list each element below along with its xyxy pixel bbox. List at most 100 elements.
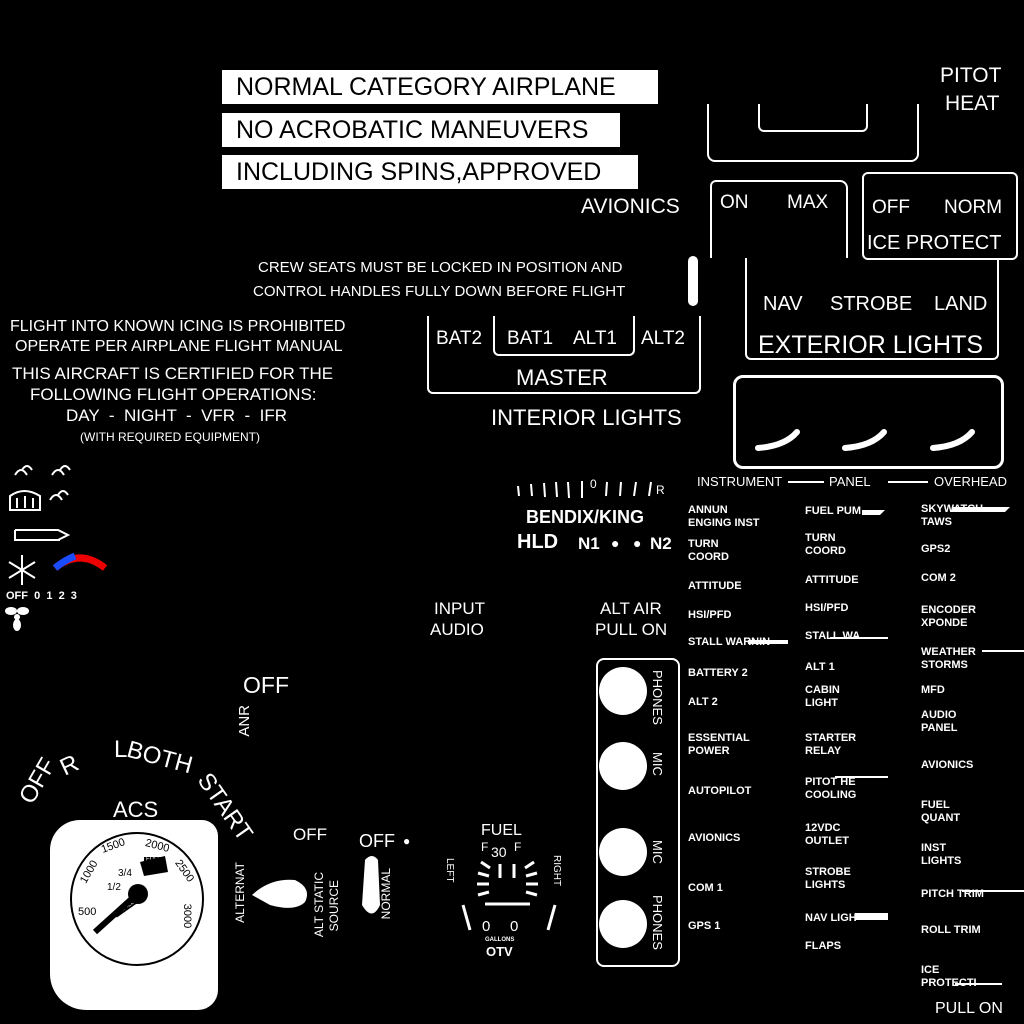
circuit-breaker-col2-7[interactable]: STARTER RELAY: [805, 732, 856, 758]
normal-off-dot-icon: ●: [403, 834, 411, 848]
strobe-light-switch[interactable]: STROBE: [830, 293, 913, 315]
circuit-breaker-col1-1[interactable]: TURN COORD: [688, 538, 729, 564]
circuit-breaker-label: ENCODER: [921, 604, 977, 616]
circuit-breaker-label: TURN: [688, 538, 719, 550]
circuit-breaker-label-line2: COOLING: [805, 789, 857, 801]
circuit-breaker-label-line2: LIGHT: [805, 697, 838, 709]
fuel-zero-right: 0: [510, 918, 519, 935]
avionics-switch-frame[interactable]: [710, 180, 848, 258]
circuit-breaker-label: ESSENTIAL: [688, 732, 750, 744]
fuel-gallons-label: GALLONS: [485, 937, 515, 943]
alt2-switch[interactable]: ALT2: [641, 328, 686, 349]
circuit-breaker-col3-10[interactable]: PITCH TRIM: [921, 888, 984, 901]
bendix-king-brand: BENDIX/KING: [526, 507, 645, 527]
placard-spins: INCLUDING SPINS,APPROVED: [222, 155, 638, 189]
placard-no-acrobatic: NO ACROBATIC MANEUVERS: [222, 113, 620, 147]
circuit-breaker-col3-1[interactable]: GPS2: [921, 543, 950, 556]
circuit-breaker-label-line2: LIGHTS: [805, 879, 846, 891]
circuit-breaker-col3-5[interactable]: MFD: [921, 684, 945, 697]
alt1-switch[interactable]: ALT1: [573, 328, 618, 349]
circuit-breaker-label: COM 2: [921, 572, 956, 584]
circuit-breaker-col1-3[interactable]: HSI/PFD: [688, 609, 731, 622]
circuit-breaker-col3-3[interactable]: ENCODER XPONDE: [921, 604, 976, 630]
circuit-breaker-col1-4[interactable]: STALL WARNIN: [688, 636, 770, 649]
icing-placard-1: FLIGHT INTO KNOWN ICING IS PROHIBITED: [10, 318, 346, 335]
circuit-breaker-col3-9[interactable]: INST LIGHTS: [921, 842, 961, 868]
circuit-breaker-label: ICE: [921, 964, 940, 976]
circuit-breaker-label-line2: PROTECTI: [921, 977, 977, 989]
circuit-breaker-col3-7[interactable]: AVIONICS: [921, 759, 973, 772]
fuel-f-right: F: [514, 840, 522, 854]
bat1-switch[interactable]: BAT1: [507, 328, 554, 349]
alt-static-lever[interactable]: [252, 879, 308, 908]
circuit-breaker-label: AUTOPILOT: [688, 785, 752, 797]
circuit-breaker-col3-11[interactable]: ROLL TRIM: [921, 924, 981, 937]
circuit-breaker-col3-4[interactable]: WEATHER STORMS: [921, 646, 976, 672]
circuit-breaker-col2-4[interactable]: STALL WA: [805, 630, 860, 643]
circuit-breaker-col1-2[interactable]: ATTITUDE: [688, 580, 742, 593]
normal-off-label: OFF: [359, 831, 395, 851]
ice-protect-switch-frame[interactable]: [862, 172, 1018, 260]
interior-lights-dimmer-frame: [733, 375, 1004, 469]
circuit-breaker-col2-10[interactable]: STROBE LIGHTS: [805, 866, 851, 892]
bat2-switch[interactable]: BAT2: [436, 328, 483, 349]
circuit-breaker-col3-12[interactable]: ICE PROTECTI: [921, 964, 977, 990]
circuit-breaker-label: INST: [921, 842, 947, 854]
circuit-breaker-col2-0[interactable]: FUEL PUM: [805, 505, 861, 518]
circuit-breaker-col2-6[interactable]: CABIN LIGHT: [805, 684, 840, 710]
circuit-breaker-label-line2: LIGHTS: [921, 855, 962, 867]
circuit-breaker-col1-7[interactable]: ESSENTIAL POWER: [688, 732, 750, 758]
circuit-breaker-label-line2: QUANT: [921, 812, 961, 824]
headset-jack-frame: [596, 658, 680, 967]
nav-light-switch[interactable]: NAV: [763, 293, 803, 315]
circuit-breaker-col1-8[interactable]: AUTOPILOT: [688, 785, 751, 798]
circuit-breaker-col1-5[interactable]: BATTERY 2: [688, 667, 748, 680]
normal-lever[interactable]: [362, 856, 380, 914]
circuit-breaker-col1-0[interactable]: ANNUN ENGING INST: [688, 504, 760, 530]
circuit-breaker-label: AVIONICS: [688, 832, 741, 844]
circuit-breaker-col1-6[interactable]: ALT 2: [688, 696, 718, 709]
alternat-label: ALTERNAT: [233, 862, 247, 923]
cert-placard-4: (WITH REQUIRED EQUIPMENT): [80, 430, 260, 444]
fuel-otv-label: OTV: [486, 944, 513, 959]
circuit-breaker-col2-12[interactable]: FLAPS: [805, 940, 841, 953]
circuit-breaker-label-line2: COORD: [688, 551, 729, 563]
circuit-breaker-label: ROLL TRIM: [921, 924, 981, 936]
circuit-breaker-col3-6[interactable]: AUDIO PANEL: [921, 709, 957, 735]
circuit-breaker-label: HSI/PFD: [688, 609, 732, 621]
circuit-breaker-col2-1[interactable]: TURN COORD: [805, 532, 846, 558]
mic-jack-1[interactable]: [599, 742, 647, 790]
avionics-max-label: MAX: [787, 192, 829, 213]
circuit-breaker-label: COM 1: [688, 882, 723, 894]
ignition-r-label: R: [55, 749, 84, 782]
circuit-breaker-col2-3[interactable]: HSI/PFD: [805, 602, 848, 615]
ice-protect-off-label: OFF: [872, 197, 910, 218]
circuit-breaker-col3-2[interactable]: COM 2: [921, 572, 956, 585]
circuit-breaker-label: MFD: [921, 684, 945, 696]
circuit-breaker-col1-10[interactable]: COM 1: [688, 882, 723, 895]
circuit-breaker-col2-11[interactable]: NAV LIGH: [805, 912, 857, 925]
acs-half-label: 1/2: [107, 882, 121, 893]
fan-icon: [5, 607, 29, 631]
circuit-breaker-col1-9[interactable]: AVIONICS: [688, 832, 740, 845]
pitot-heat-switch[interactable]: [758, 104, 868, 132]
circuit-breaker-col3-8[interactable]: FUEL QUANT: [921, 799, 960, 825]
cabin-air-icon: [14, 465, 71, 501]
circuit-breaker-col1-11[interactable]: GPS 1: [688, 920, 720, 933]
circuit-breaker-col2-5[interactable]: ALT 1: [805, 661, 835, 674]
phones-jack-2[interactable]: [599, 900, 647, 948]
circuit-breaker-label: SKYWATCH: [921, 503, 984, 515]
circuit-breaker-col2-2[interactable]: ATTITUDE: [805, 574, 859, 587]
circuit-breaker-col2-9[interactable]: 12VDC OUTLET: [805, 822, 849, 848]
phones-label-1: PHONES: [650, 670, 665, 725]
acs-label: ACS: [113, 797, 159, 822]
circuit-breaker-col3-0[interactable]: SKYWATCH TAWS: [921, 503, 983, 529]
phones-jack-1[interactable]: [599, 667, 647, 715]
ice-protect-norm-label: NORM: [944, 197, 1003, 218]
dimmer-divider-1: [788, 481, 824, 483]
land-light-switch[interactable]: LAND: [934, 293, 988, 315]
circuit-breaker-col2-8[interactable]: PITOT HE COOLING: [805, 776, 856, 802]
mic-jack-2[interactable]: [599, 828, 647, 876]
normal-label: NORMAL: [379, 868, 393, 920]
temperature-cold-arc[interactable]: [52, 552, 77, 571]
